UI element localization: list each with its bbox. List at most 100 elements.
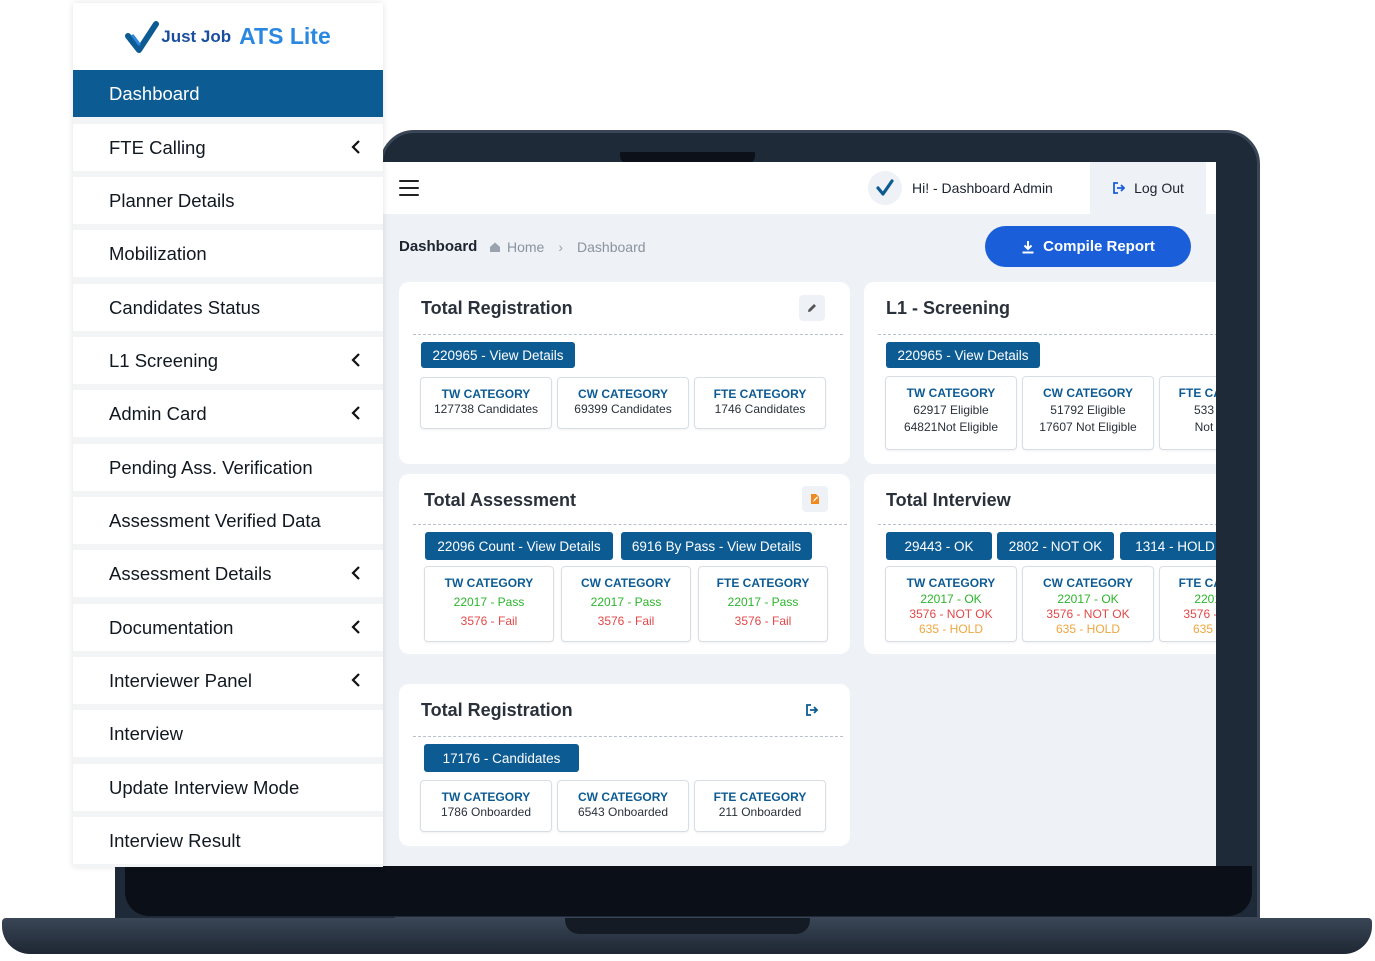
pass-count: 22017 - Pass (727, 595, 799, 609)
sidebar-item-update-interview-mode[interactable]: Update Interview Mode (73, 764, 383, 811)
checkmark-logo-icon (125, 20, 160, 53)
chevron-left-icon (351, 140, 360, 154)
sidebar-item-label: FTE Calling (109, 136, 206, 158)
sidebar-item-label: Interviewer Panel (109, 669, 252, 691)
sidebar-item-label: Assessment Verified Data (109, 509, 321, 531)
not-eligible-count: 17607 Not Eligible (1039, 420, 1137, 434)
sidebar: Just Job ATS Lite Dashboard FTE Calling … (73, 3, 383, 867)
user-greeting: Hi! - Dashboard Admin (912, 180, 1053, 196)
menu-toggle-icon[interactable] (399, 180, 419, 196)
sidebar-item-admin-card[interactable]: Admin Card (73, 390, 383, 437)
sidebar-item-label: Interview (109, 722, 184, 744)
divider (413, 736, 843, 737)
user-chip[interactable]: Hi! - Dashboard Admin (868, 171, 1053, 205)
page-title: Dashboard (399, 238, 478, 255)
sidebar-item-interview[interactable]: Interview (73, 710, 383, 757)
hold-count: 635 - HOLD (1192, 622, 1216, 636)
candidates-pill[interactable]: 17176 - Candidates (424, 744, 579, 772)
compile-report-label: Compile Report (1043, 238, 1155, 255)
onboarded-count: 211 Onboarded (718, 805, 802, 819)
fte-category-box: FTE CATEGORY 533 Eligible Not Eligible (1159, 376, 1216, 450)
sidebar-item-label: Pending Ass. Verification (109, 456, 313, 478)
view-details-pill[interactable]: 220965 - View Details (886, 342, 1040, 368)
sidebar-item-assessment-verified-data[interactable]: Assessment Verified Data (73, 497, 383, 544)
chevron-right-icon: › (558, 239, 564, 255)
interview-hold-pill[interactable]: 1314 - HOLD (1120, 532, 1216, 560)
category-title: TW CATEGORY (444, 576, 534, 590)
chevron-left-icon (351, 673, 360, 687)
fail-count: 3576 - Fail (460, 614, 518, 628)
divider (878, 334, 1216, 335)
category-title: TW CATEGORY (906, 386, 996, 400)
sidebar-item-l1-screening[interactable]: L1 Screening (73, 337, 383, 384)
ok-count: 22017 - OK (1057, 592, 1119, 606)
sidebar-item-interview-result[interactable]: Interview Result (73, 817, 383, 864)
interview-ok-pill[interactable]: 29443 - OK (886, 532, 992, 560)
sidebar-item-label: Planner Details (109, 189, 235, 211)
home-icon (490, 242, 500, 252)
total-assessment-card: Total Assessment 22096 Count - View Deta… (399, 474, 850, 654)
sidebar-item-label: Candidates Status (109, 296, 261, 318)
sidebar-item-pending-ass-verification[interactable]: Pending Ass. Verification (73, 444, 383, 491)
view-details-pill[interactable]: 220965 - View Details (421, 342, 575, 368)
category-title: CW CATEGORY (1043, 576, 1133, 590)
tw-category-box: TW CATEGORY 22017 - Pass 3576 - Fail (424, 566, 554, 642)
category-value: 127738 Candidates (433, 402, 539, 416)
exit-icon (806, 704, 819, 716)
sidebar-item-label: Documentation (109, 616, 234, 638)
tw-category-box: TW CATEGORY 22017 - OK 3576 - NOT OK 635… (885, 566, 1017, 642)
signout-card-button[interactable] (799, 697, 825, 723)
not-ok-count: 3576 - NOT OK (1183, 607, 1216, 621)
compile-report-button[interactable]: Compile Report (985, 226, 1191, 267)
onboarded-count: 6543 Onboarded (577, 805, 669, 819)
chevron-left-icon (351, 353, 360, 367)
fail-count: 3576 - Fail (734, 614, 792, 628)
laptop-bezel-bottom (125, 866, 1252, 916)
tw-category-box: TW CATEGORY 127738 Candidates (420, 377, 552, 429)
document-edit-icon (811, 494, 819, 504)
download-icon (1022, 240, 1034, 253)
total-interview-card: Total Interview 29443 - OK 2802 - NOT OK… (864, 474, 1216, 654)
tw-category-box: TW CATEGORY 1786 Onboarded (420, 780, 552, 832)
breadcrumb-current: Dashboard (577, 239, 646, 255)
not-eligible-count: 64821Not Eligible (903, 420, 999, 434)
sidebar-item-label: Admin Card (109, 402, 207, 424)
sidebar-item-planner-details[interactable]: Planner Details (73, 177, 383, 224)
sidebar-item-candidates-status[interactable]: Candidates Status (73, 284, 383, 331)
sidebar-item-fte-calling[interactable]: FTE Calling (73, 124, 383, 171)
sidebar-item-interviewer-panel[interactable]: Interviewer Panel (73, 657, 383, 704)
cw-category-box: CW CATEGORY 6543 Onboarded (557, 780, 689, 832)
card-title: Total Assessment (424, 490, 577, 510)
interview-not-ok-pill[interactable]: 2802 - NOT OK (997, 532, 1114, 560)
not-ok-count: 3576 - NOT OK (1046, 607, 1130, 621)
fte-category-box: FTE CATEGORY 211 Onboarded (694, 780, 826, 832)
logout-icon (1113, 182, 1126, 194)
sidebar-item-mobilization[interactable]: Mobilization (73, 230, 383, 277)
hold-count: 635 - HOLD (1055, 622, 1121, 636)
logout-label: Log Out (1134, 180, 1184, 196)
category-value: 1746 Candidates (714, 402, 806, 416)
logo-text-small: Just Job (161, 26, 232, 46)
assessment-bypass-pill[interactable]: 6916 By Pass - View Details (621, 532, 812, 560)
app-screen: Hi! - Dashboard Admin Log Out Dashboard … (383, 162, 1216, 866)
category-title: TW CATEGORY (906, 576, 996, 590)
sidebar-item-dashboard[interactable]: Dashboard (73, 70, 383, 117)
category-title: FTE CATEGORY (1178, 386, 1216, 400)
export-button[interactable] (802, 486, 828, 512)
category-title: FTE CATEGORY (1178, 576, 1216, 590)
brand-logo[interactable]: Just Job ATS Lite (73, 3, 383, 70)
chevron-left-icon (351, 406, 360, 420)
sidebar-item-documentation[interactable]: Documentation (73, 604, 383, 651)
edit-button[interactable] (799, 295, 825, 321)
fte-category-box: FTE CATEGORY 22017 - OK 3576 - NOT OK 63… (1159, 566, 1216, 642)
breadcrumb-home[interactable]: Home (507, 239, 545, 255)
hold-count: 635 - HOLD (918, 622, 984, 636)
sidebar-item-assessment-details[interactable]: Assessment Details (73, 550, 383, 597)
assessment-count-pill[interactable]: 22096 Count - View Details (425, 532, 613, 560)
pass-count: 22017 - Pass (590, 595, 662, 609)
eligible-count: 62917 Eligible (913, 403, 989, 417)
logout-button[interactable]: Log Out (1090, 162, 1206, 214)
card-title: Total Interview (886, 490, 1011, 510)
divider (878, 524, 1216, 525)
top-bar: Hi! - Dashboard Admin Log Out (383, 162, 1216, 214)
